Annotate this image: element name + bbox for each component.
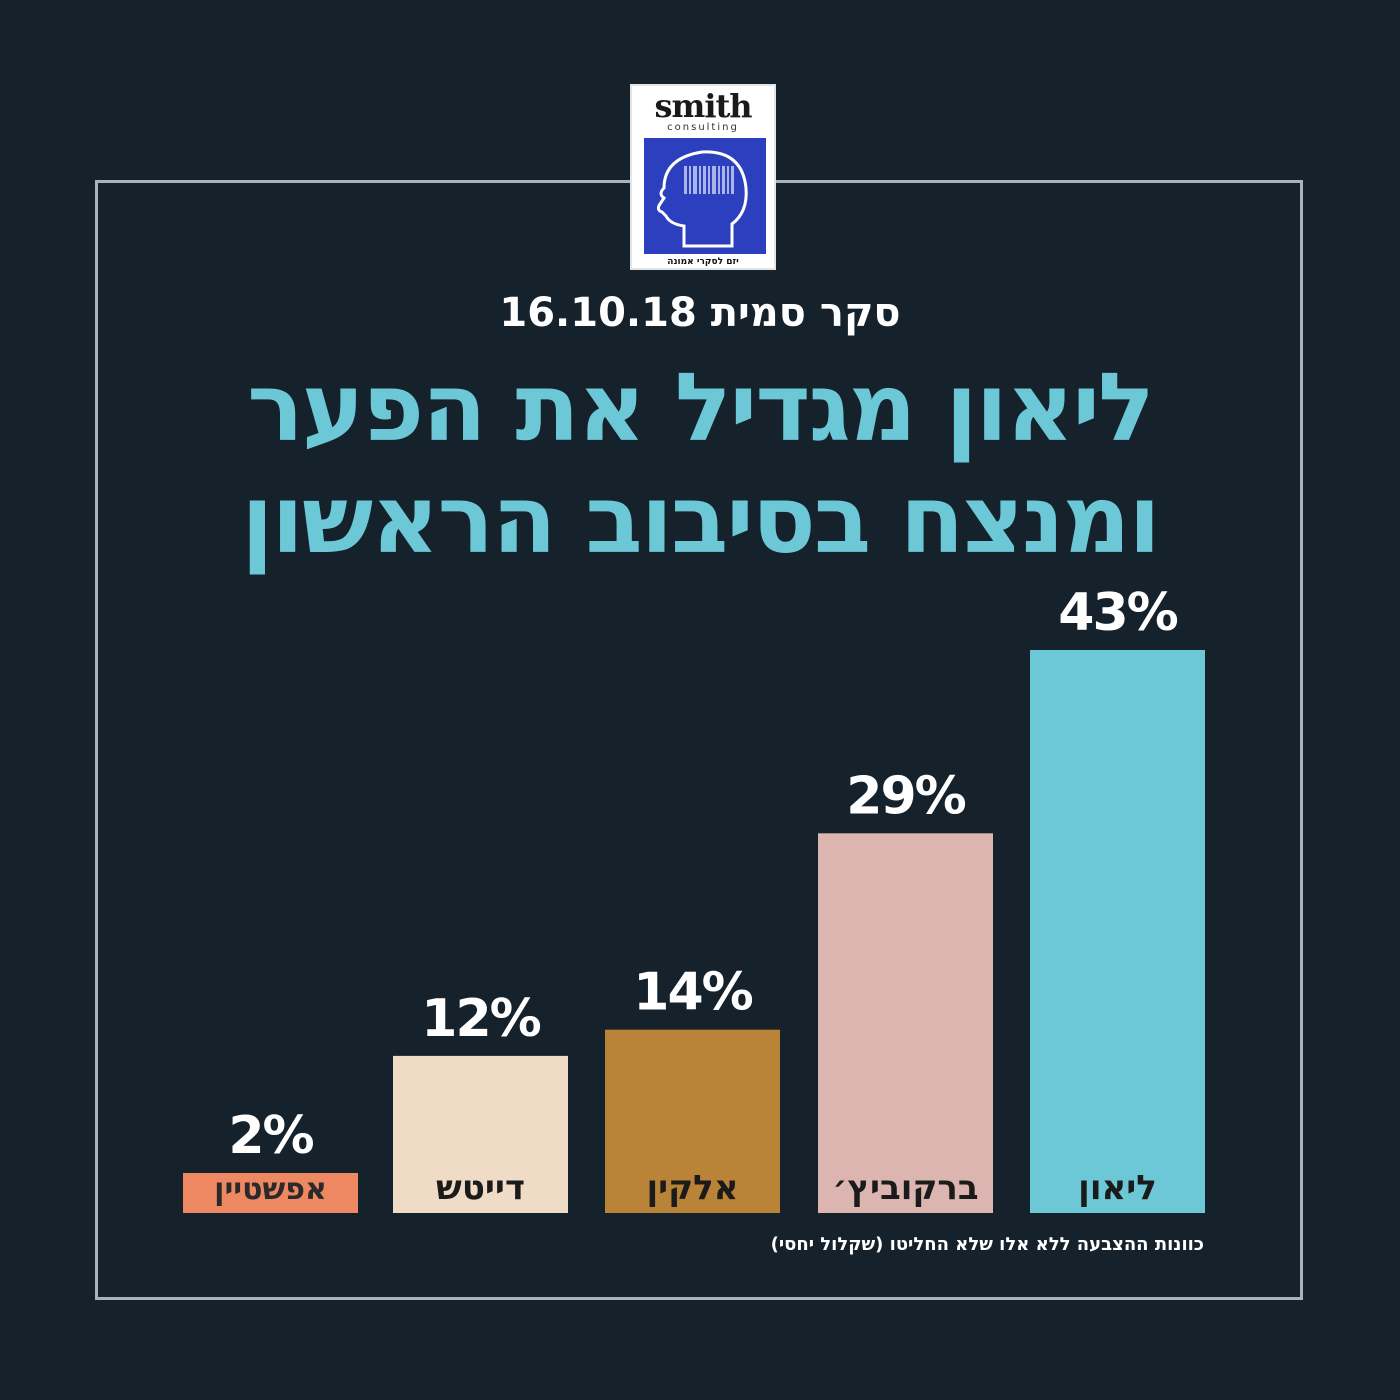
bar-0 — [183, 1173, 358, 1213]
survey-date-line: סקר סמית 16.10.18 — [499, 290, 901, 336]
smith-consulting-logo: smith consulting יזם לסקרי אמונה — [630, 84, 776, 270]
category-label-4: ליאון — [1078, 1168, 1157, 1208]
category-label-0: אפשטיין — [214, 1172, 327, 1207]
head-barcode-icon — [644, 138, 766, 254]
bar-1 — [393, 1055, 568, 1213]
headline-line-2: ומנצח בסיבוב הראשון — [241, 466, 1161, 575]
value-label-2: 14% — [633, 963, 752, 1023]
category-label-1: דייטש — [436, 1168, 525, 1208]
value-label-4: 43% — [1058, 583, 1177, 643]
bar-4 — [1030, 650, 1205, 1213]
category-label-2: אלקין — [646, 1168, 738, 1208]
category-label-3: ברקוביץ׳ — [832, 1168, 978, 1208]
value-label-0: 2% — [228, 1106, 313, 1166]
bar-3 — [818, 833, 993, 1213]
logo-subtitle: consulting — [667, 122, 739, 133]
bar-2 — [605, 1029, 780, 1213]
logo-tagline: יזם לסקרי אמונה — [667, 257, 739, 267]
headline-line-1: ליאון מגדיל את הפער — [247, 354, 1155, 463]
value-label-1: 12% — [421, 989, 540, 1049]
logo-brand: smith — [654, 87, 752, 125]
footnote: כוונות ההצבעה ללא אלו שלא החליטו (שקלול … — [770, 1234, 1204, 1255]
value-label-3: 29% — [846, 766, 965, 826]
